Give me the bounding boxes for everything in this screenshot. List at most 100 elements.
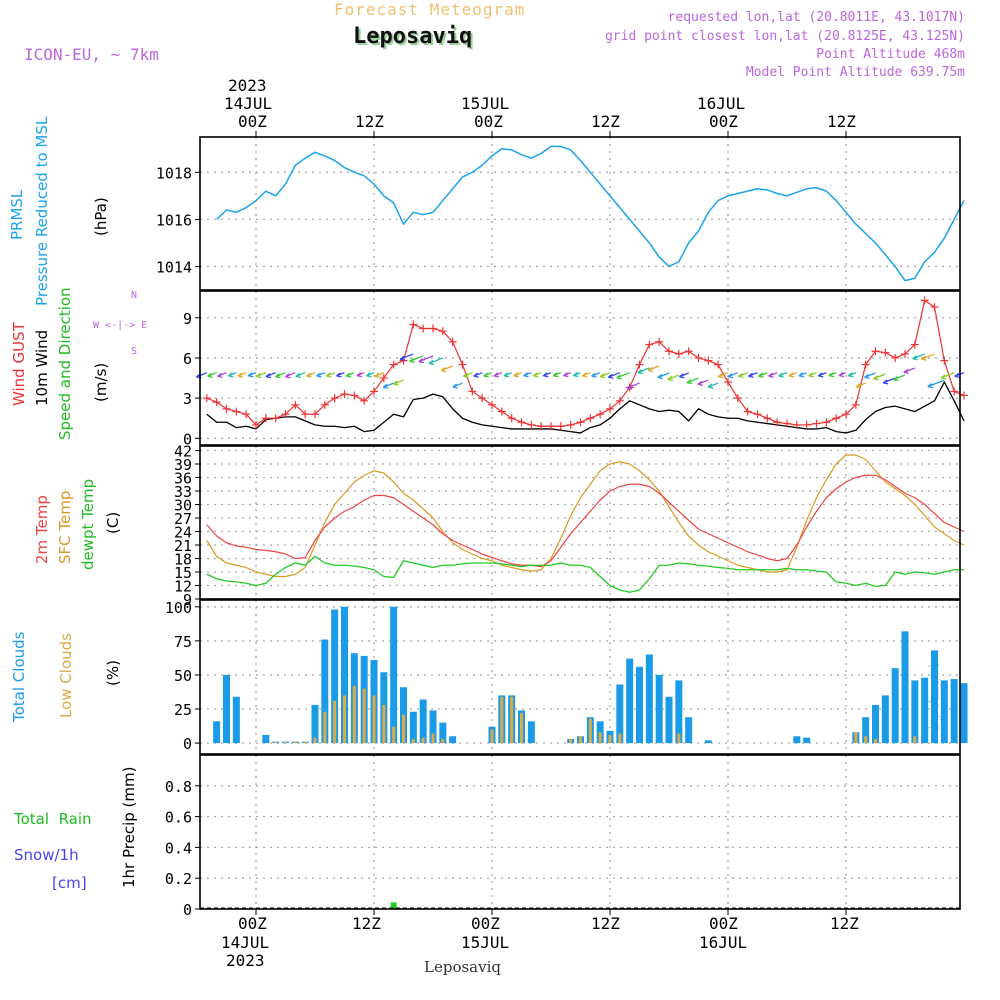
wind-arrow-head <box>306 372 312 378</box>
ytick-label-wind: 0 <box>183 430 192 448</box>
low-cloud-bar <box>510 696 514 744</box>
low-cloud-bar <box>293 741 297 744</box>
low-cloud-bar <box>854 732 858 744</box>
wind-arrow-head <box>366 372 372 378</box>
gust-marker <box>891 353 900 362</box>
point-altitude: Point Altitude 468m <box>816 47 965 62</box>
top-tick-0: 00Z <box>238 112 267 131</box>
wind-arrow-head <box>399 355 406 361</box>
gust-marker <box>537 422 546 431</box>
total-cloud-bar <box>921 677 929 744</box>
gust-marker <box>350 391 359 400</box>
wind-arrow-head <box>336 372 342 378</box>
gust-marker <box>271 414 280 423</box>
wind-arrow-head <box>778 372 784 378</box>
gust-marker <box>556 422 565 431</box>
wind-arrow-head <box>847 372 854 378</box>
gust-marker <box>596 410 605 419</box>
wind-arrow-head <box>748 372 754 378</box>
ytick-label-wind: 3 <box>183 390 192 408</box>
wind-arrow-head <box>903 368 909 375</box>
total-cloud-bar <box>390 606 398 744</box>
panel-frame-2 <box>199 445 961 600</box>
gust-marker <box>527 420 536 429</box>
wind-arrow-head <box>462 372 469 378</box>
top-tick-2: 00Z <box>474 112 503 131</box>
wind-arrow-head <box>473 372 479 378</box>
ytick-label-temp: 33 <box>174 483 192 501</box>
gust-marker <box>950 387 959 396</box>
ytick-label-temp: 12 <box>174 578 192 596</box>
product-title: Forecast Meteogram <box>334 0 526 19</box>
low-cloud-bar <box>421 737 425 744</box>
low-cloud-bar <box>431 733 435 744</box>
sfc-temp-line <box>206 454 965 578</box>
ytick-label-cloud: 75 <box>174 633 192 651</box>
gust-marker <box>881 348 890 357</box>
wind-arrow-head <box>657 374 663 380</box>
low-cloud-bar <box>333 700 337 744</box>
total-cloud-bar <box>262 734 270 744</box>
gust-marker <box>763 414 772 423</box>
footer-location: Leposaviq <box>424 958 501 976</box>
gust-marker <box>429 324 437 333</box>
gust-marker <box>311 410 319 419</box>
ytick-label-pressure: 1014 <box>156 258 192 276</box>
low-cloud-bar <box>490 729 494 744</box>
total-cloud-bar <box>704 740 712 744</box>
total-cloud-bar <box>862 717 870 744</box>
total-cloud-bar <box>331 609 339 744</box>
ytick-label-cloud: 100 <box>165 599 192 617</box>
wind-arrow-head <box>667 375 673 382</box>
wind-arrow-head <box>247 372 254 378</box>
top-tick-5: 12Z <box>827 112 856 131</box>
total-cloud-bar <box>223 674 230 744</box>
bottom-tick-5: 12Z <box>830 914 859 933</box>
low-cloud-bar <box>588 718 592 744</box>
low-cloud-bar <box>382 704 386 744</box>
gust-marker <box>655 337 664 346</box>
gust-marker <box>252 420 260 429</box>
gust-marker <box>851 400 860 409</box>
low-cloud-bar <box>362 688 366 744</box>
low-cloud-bar <box>392 726 396 744</box>
low-cloud-bar <box>913 736 917 744</box>
wind-arrow-head <box>808 372 814 378</box>
precip-label-rain: Total Rain <box>14 810 92 828</box>
wind-arrow-head <box>265 373 272 379</box>
gust-marker <box>606 404 614 413</box>
wind-arrow-head <box>798 372 805 378</box>
ytick-label-temp: 27 <box>174 510 192 528</box>
gust-marker <box>478 394 487 403</box>
panel-frame-4 <box>199 754 961 910</box>
total-cloud-bar <box>940 680 948 744</box>
low-cloud-bar <box>313 737 317 744</box>
low-cloud-bar <box>569 739 573 744</box>
top-date-14jul: 14JUL <box>224 94 273 113</box>
low-cloud-bar <box>441 739 445 744</box>
pressure-line <box>216 145 965 282</box>
gust-marker <box>861 360 870 369</box>
model-altitude: Model Point Altitude 639.75m <box>745 65 965 80</box>
ytick-label-pressure: 1018 <box>156 164 192 182</box>
low-cloud-bar <box>520 713 523 744</box>
gust-marker <box>301 410 310 419</box>
wind-arrow-head <box>513 372 519 378</box>
total-cloud-bar <box>655 674 663 744</box>
gust-marker <box>783 419 791 428</box>
wind-arrow-head <box>727 373 734 379</box>
gust-marker <box>330 394 339 403</box>
gust-marker <box>812 419 821 428</box>
wind-direction-arrow <box>927 379 945 388</box>
wind-arrow-head <box>207 372 213 378</box>
gust-marker <box>871 347 880 356</box>
requested-coords: requested lon,lat (20.8011E, 43.1017N) <box>667 10 965 25</box>
gust-marker <box>458 360 467 369</box>
low-cloud-bar <box>352 685 356 744</box>
model-label: ICON-EU, ~ 7km <box>24 45 159 64</box>
wind-arrow-head <box>237 372 244 378</box>
wind-arrow-head <box>563 372 569 378</box>
grid-coords: grid point closest lon,lat (20.8125E, 43… <box>604 29 965 44</box>
wind-arrow-head <box>882 379 889 385</box>
